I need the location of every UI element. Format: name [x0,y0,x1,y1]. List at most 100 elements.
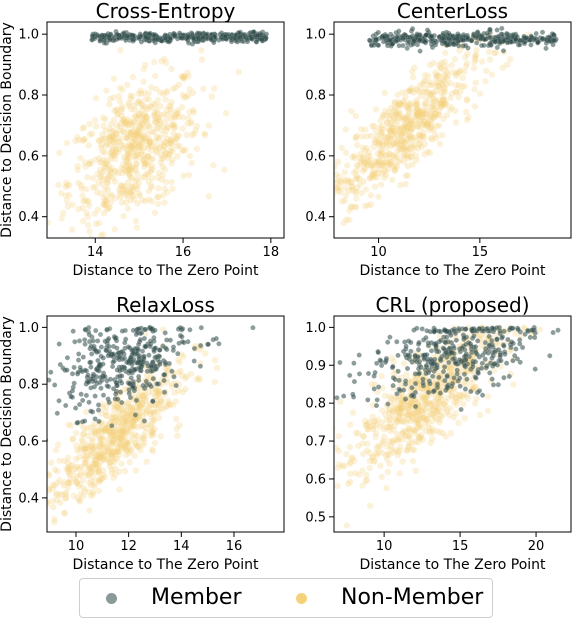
non-member-point [93,123,100,130]
non-member-point [422,428,429,435]
non-member-point [453,82,460,89]
non-member-point [152,115,159,122]
non-member-point [406,379,414,386]
non-member-point [118,105,126,112]
non-member-point [163,106,170,113]
non-member-point [175,132,183,139]
non-member-point [175,81,182,88]
non-member-point [386,150,393,157]
non-member-point [150,411,158,418]
non-member-point [363,422,370,429]
non-member-point [393,431,401,438]
non-member-point [352,204,360,211]
non-member-point [62,491,69,498]
non-member-point [66,240,72,246]
non-member-point [462,63,470,70]
non-member-point [164,124,171,131]
member-point [150,398,156,404]
non-member-point [135,190,143,198]
non-member-point [96,443,103,450]
non-member-point [109,448,116,455]
non-member-point [361,202,369,210]
non-member-point [139,147,146,154]
non-member-point [404,103,411,110]
non-member-point [376,142,383,149]
non-member-point [386,155,393,162]
y-tick-label: 1.0 [305,321,326,336]
non-member-point [391,129,398,136]
member-point [106,336,112,342]
non-member-point [336,173,343,180]
non-member-point [422,89,429,96]
non-member-point [145,152,152,159]
non-member-point [134,143,142,151]
non-member-point [113,448,120,455]
non-member-point [370,162,377,169]
non-member-point [400,158,408,165]
non-member-point [363,161,370,168]
non-member-point [117,444,125,451]
member-point [373,403,380,409]
non-member-point [402,432,409,440]
non-member-point [125,443,132,450]
non-member-point [421,77,428,85]
non-member-point [54,496,61,504]
non-member-point [368,381,375,388]
member-point [136,377,142,383]
non-member-point [116,134,123,142]
non-member-point [132,113,139,121]
non-member-point [123,417,131,424]
member-point [70,328,76,334]
member-point [400,43,406,49]
member-point [92,378,98,384]
non-member-point [400,418,407,425]
non-member-point [82,445,90,453]
non-member-point [381,174,388,181]
non-member-point [410,142,418,149]
non-member-point [155,193,162,201]
non-member-point [56,491,64,499]
non-member-point [420,122,428,129]
non-member-point [168,98,175,106]
non-member-point [445,364,452,371]
non-member-point [422,85,429,92]
non-member-point [399,430,406,437]
non-member-point [437,99,444,106]
non-member-point [409,121,417,128]
non-member-point [387,423,394,430]
non-member-point [136,147,143,154]
member-point [512,353,518,359]
non-member-point [416,141,423,148]
member-point [381,34,387,40]
non-member-point [64,464,72,471]
non-member-point [7,552,13,558]
non-member-point [457,396,464,403]
non-member-point [135,180,143,187]
non-member-point [202,350,209,357]
member-point [494,336,500,342]
non-member-point [404,123,411,130]
plot-frame [46,315,285,533]
non-member-point [64,203,72,210]
non-member-point [123,446,131,453]
non-member-point [169,156,176,163]
non-member-point [388,446,395,453]
non-member-point [192,127,199,134]
non-member-point [208,93,215,100]
member-point [395,368,401,374]
non-member-point [444,71,452,79]
non-member-point [374,158,382,165]
non-member-point [459,393,466,400]
member-point [402,37,408,43]
y-tick-label: 0.8 [18,89,39,104]
non-member-point [148,84,155,91]
non-member-point [419,424,426,431]
non-member-point [365,149,372,156]
non-member-point [367,201,375,208]
non-member-point [110,474,117,481]
non-member-point [120,410,127,417]
non-member-point [115,145,123,153]
non-member-point [441,77,448,85]
non-member-point [453,395,460,402]
non-member-point [140,401,147,408]
